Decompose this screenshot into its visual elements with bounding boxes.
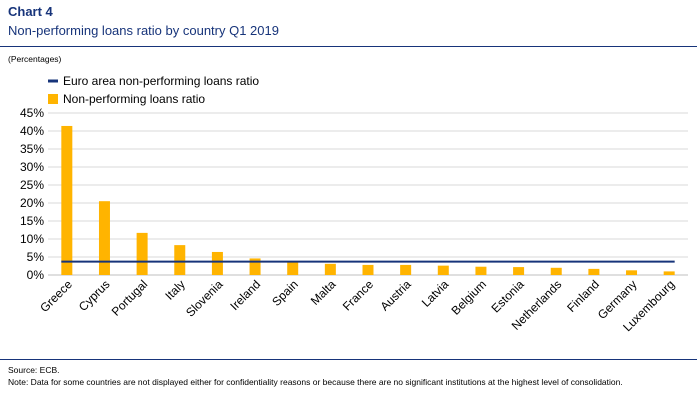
- bar-italy: [174, 245, 186, 275]
- y-tick-label: 5%: [27, 250, 45, 264]
- bar-spain: [287, 261, 299, 275]
- bar-portugal: [136, 232, 148, 275]
- bar-estonia: [513, 267, 525, 275]
- y-tick-label: 45%: [20, 106, 44, 120]
- x-tick-label: Portugal: [109, 277, 151, 319]
- y-tick-label: 35%: [20, 142, 44, 156]
- x-tick-label: Malta: [308, 277, 339, 308]
- y-tick-label: 40%: [20, 124, 44, 138]
- bar-germany: [626, 270, 638, 275]
- bar-latvia: [437, 265, 449, 275]
- bar-france: [362, 264, 374, 275]
- x-tick-label: France: [340, 277, 377, 314]
- legend-label-euro-area: Euro area non-performing loans ratio: [63, 74, 259, 88]
- bar-belgium: [475, 266, 487, 275]
- x-tick-label: Belgium: [449, 277, 490, 318]
- bar-austria: [400, 264, 412, 275]
- y-tick-label: 30%: [20, 160, 44, 174]
- bar-greece: [61, 125, 73, 276]
- legend-label-npl-ratio: Non-performing loans ratio: [63, 92, 205, 106]
- bar-netherlands: [550, 267, 562, 275]
- footnote: Note: Data for some countries are not di…: [8, 377, 623, 387]
- bar-cyprus: [98, 201, 110, 275]
- unit-label: (Percentages): [8, 54, 62, 64]
- bar-finland: [588, 268, 600, 275]
- legend-bar-swatch: [48, 94, 58, 104]
- x-tick-label: Ireland: [227, 277, 263, 313]
- x-tick-label: Slovenia: [183, 277, 226, 320]
- y-tick-label: 20%: [20, 196, 44, 210]
- footer-rule: [0, 359, 697, 360]
- bar-malta: [324, 263, 336, 275]
- header-rule: [0, 46, 697, 47]
- bar-slovenia: [211, 251, 223, 275]
- x-tick-label: Italy: [162, 277, 187, 302]
- bar-ireland: [249, 258, 261, 275]
- y-tick-label: 15%: [20, 214, 44, 228]
- source-note: Source: ECB.: [8, 365, 60, 375]
- y-tick-label: 10%: [20, 232, 44, 246]
- x-tick-label: Cyprus: [76, 277, 113, 314]
- x-tick-label: Austria: [377, 277, 414, 314]
- x-tick-label: Greece: [37, 277, 75, 315]
- y-tick-label: 0%: [27, 268, 45, 282]
- bar-luxembourg: [663, 271, 675, 275]
- chart-title: Chart 4: [8, 4, 53, 19]
- x-tick-label: Spain: [269, 277, 301, 309]
- x-tick-label: Latvia: [419, 277, 452, 310]
- y-tick-label: 25%: [20, 178, 44, 192]
- chart-subtitle: Non-performing loans ratio by country Q1…: [8, 23, 279, 38]
